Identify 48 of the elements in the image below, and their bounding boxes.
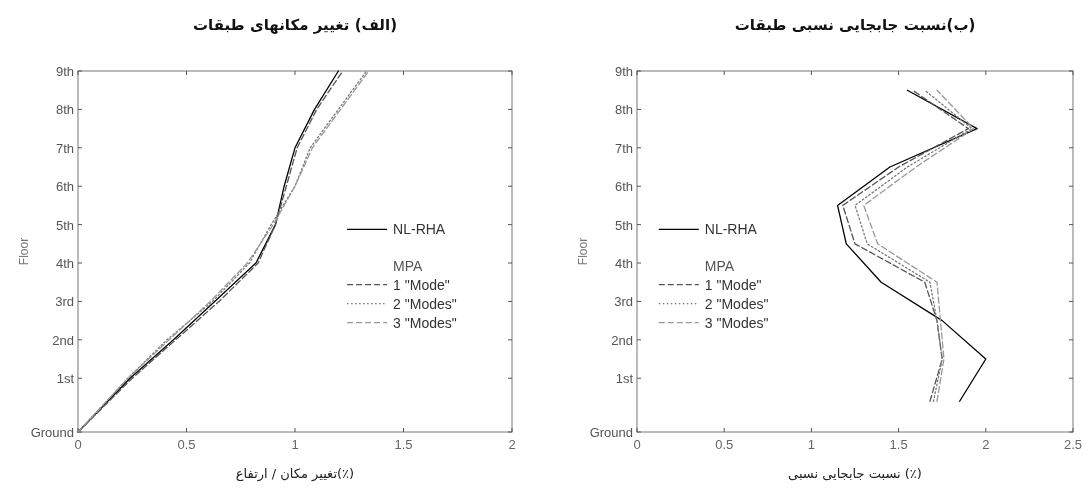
y-tick-label: 9th xyxy=(614,64,633,79)
y-axis-title: Floor xyxy=(17,237,31,266)
y-tick-label: 1st xyxy=(56,371,75,387)
y-axis-title: Floor xyxy=(576,237,590,266)
x-tick-label: 2 xyxy=(982,437,990,452)
chart-title: (ب)نسبت جابجایی نسبی طبقات xyxy=(734,16,976,34)
legend-label: 3 "Modes" xyxy=(393,314,457,331)
y-tick-label: Ground xyxy=(30,425,74,440)
annotation: MPA xyxy=(704,257,735,274)
annotation: MPA xyxy=(393,257,424,274)
y-tick-label: 4th xyxy=(614,256,633,272)
x-tick-label: 1.5 xyxy=(394,437,413,452)
x-tick-label: 0.5 xyxy=(177,437,196,452)
y-tick-label: 1st xyxy=(615,371,634,387)
y-tick-label: 2nd xyxy=(52,332,74,348)
y-tick-label: 7th xyxy=(614,140,633,156)
x-tick-label: 0 xyxy=(74,437,82,452)
x-tick-label: 1 xyxy=(807,437,816,452)
y-tick-label: 4th xyxy=(55,256,74,272)
y-tick-label: 6th xyxy=(55,179,74,195)
x-tick-label: 2 xyxy=(508,437,516,452)
y-tick-label: 5th xyxy=(614,217,633,233)
legend-label: 2 "Modes" xyxy=(393,295,457,312)
x-tick-label: 2.5 xyxy=(1063,437,1083,452)
legend-label: 3 "Modes" xyxy=(704,314,769,331)
y-tick-label: 2nd xyxy=(611,332,633,348)
legend-label: NL-RHA xyxy=(393,221,446,238)
x-tick-label: 1.5 xyxy=(889,437,908,452)
legend-label: NL-RHA xyxy=(704,221,758,238)
y-tick-label: 3rd xyxy=(614,294,633,310)
x-tick-label: 1 xyxy=(291,437,299,452)
x-tick-label: 0 xyxy=(633,437,641,452)
legend-label: 1 "Mode" xyxy=(704,276,762,293)
legend-label: 1 "Mode" xyxy=(393,276,450,293)
line-series xyxy=(836,89,987,402)
y-tick-label: 9th xyxy=(55,64,74,79)
x-tick-label: 0.5 xyxy=(715,437,734,452)
y-tick-label: 3rd xyxy=(55,294,74,310)
y-tick-label: 8th xyxy=(614,102,633,118)
y-tick-label: 8th xyxy=(55,102,74,118)
y-tick-label: 5th xyxy=(55,217,74,233)
y-tick-label: 7th xyxy=(55,140,74,156)
chart-title: (الف) تغییر مکانهای طبقات xyxy=(192,16,398,34)
x-axis-title: (٪)تغییر مکان / ارتفاع xyxy=(235,466,355,482)
y-tick-label: 6th xyxy=(614,179,633,195)
x-axis-title: (٪) نسبت جابجایی نسبی xyxy=(788,466,922,481)
y-tick-label: Ground xyxy=(589,425,633,440)
legend-label: 2 "Modes" xyxy=(704,295,769,312)
